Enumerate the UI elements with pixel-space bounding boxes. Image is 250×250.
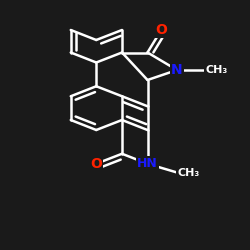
Text: CH₃: CH₃ <box>205 65 227 75</box>
Text: O: O <box>155 23 167 37</box>
Text: HN: HN <box>137 157 158 170</box>
Text: O: O <box>90 157 102 171</box>
Text: N: N <box>171 63 183 77</box>
Text: CH₃: CH₃ <box>177 168 199 177</box>
